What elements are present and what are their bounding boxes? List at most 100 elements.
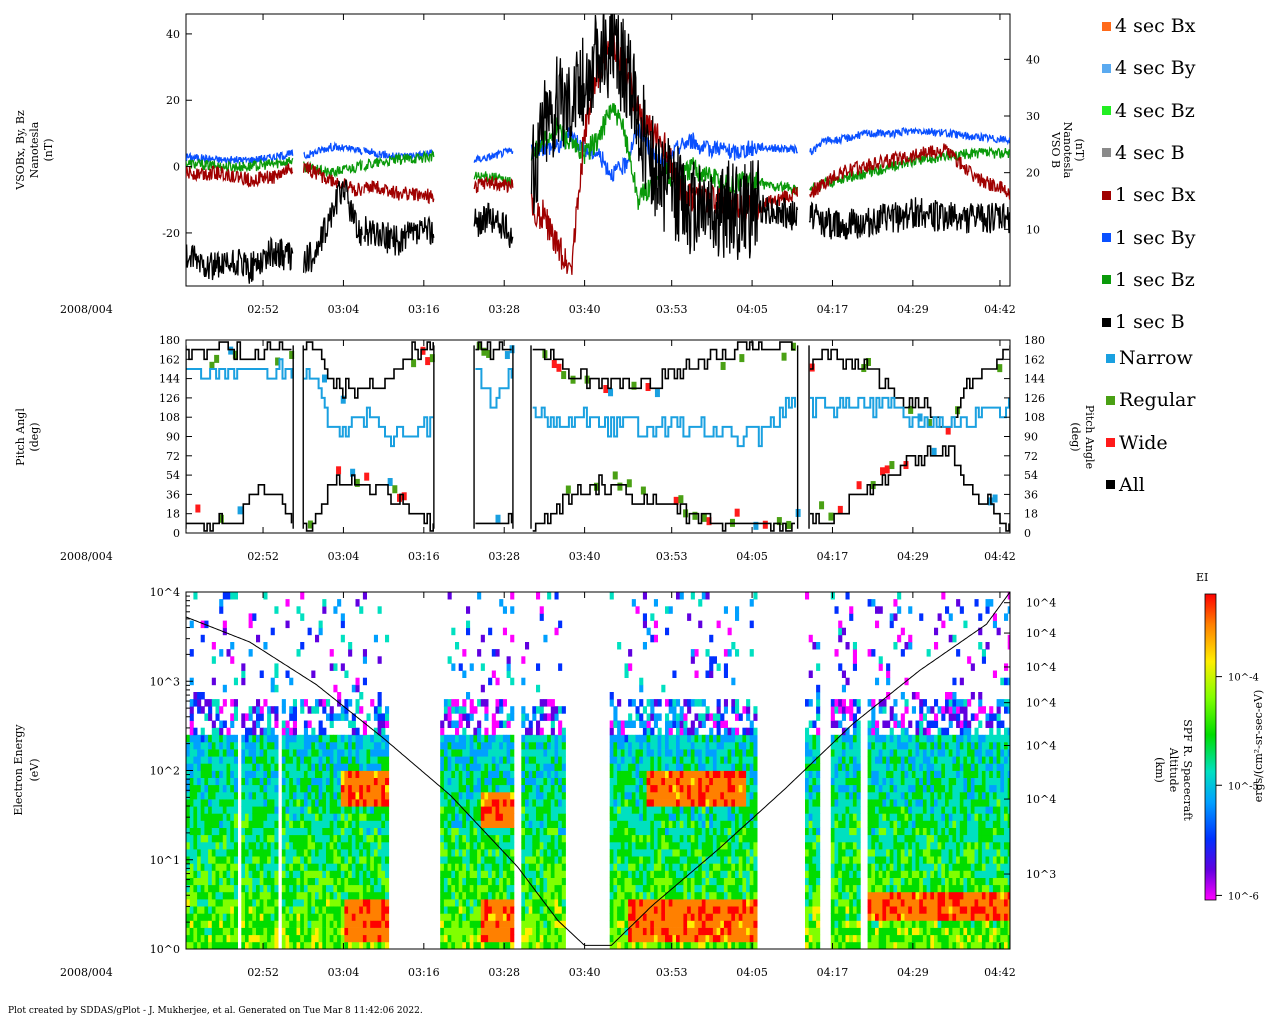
spectrogram-cell <box>852 649 857 657</box>
spectrogram-cell <box>867 891 872 900</box>
spectrogram-cell <box>698 870 703 878</box>
spectrogram-cell <box>208 763 213 771</box>
spectrogram-cell <box>348 642 353 650</box>
spectrogram-cell <box>849 699 854 707</box>
spectrogram-cell <box>532 856 537 864</box>
spectrogram-cell <box>528 749 533 757</box>
spectrogram-cell <box>502 749 507 757</box>
spectrogram-cell <box>735 856 740 864</box>
spectrogram-cell <box>480 806 485 814</box>
spectrogram-cell <box>491 770 496 778</box>
spectrogram-cell <box>657 741 662 750</box>
spectrogram-cell <box>204 620 209 629</box>
spectrogram-cell <box>521 734 526 743</box>
spectrogram-cell <box>458 849 463 857</box>
spectrogram-cell <box>613 856 618 864</box>
spectrogram-cell <box>241 920 246 928</box>
spectrogram-cell <box>830 734 835 743</box>
spectrogram-cell <box>381 813 386 821</box>
spectrogram-cell <box>613 734 618 743</box>
spectrogram-cell <box>558 734 563 743</box>
spectrogram-cell <box>484 906 489 914</box>
spectrogram-cell <box>735 877 740 886</box>
spectrogram-cell <box>348 806 353 814</box>
spectrogram-cell <box>735 791 740 800</box>
spectrogram-cell <box>222 756 227 764</box>
spectrogram-cell <box>812 891 817 900</box>
spectrogram-cell <box>340 941 345 949</box>
spectrogram-cell <box>701 741 706 750</box>
spectrogram-cell <box>532 877 537 886</box>
spectrogram-cell <box>816 791 821 800</box>
spectrogram-cell <box>712 777 717 786</box>
spectrogram-cell <box>499 799 504 807</box>
spectrogram-cell <box>661 913 666 921</box>
spectrogram-cell <box>705 770 710 778</box>
spectrogram-cell <box>672 706 677 714</box>
spectrogram-cell <box>646 849 651 857</box>
spectrogram-cell <box>362 884 367 893</box>
spectrogram-cell <box>723 663 728 671</box>
spectrogram-cell <box>617 756 622 764</box>
spectrogram-cell <box>270 899 275 907</box>
spectrogram-cell <box>274 934 279 943</box>
spectrogram-cell <box>653 713 658 721</box>
spectrogram-cell <box>550 699 555 707</box>
spectrogram-cell <box>495 820 500 828</box>
spectrogram-cell <box>609 749 614 757</box>
spectrogram-cell <box>252 849 257 857</box>
spectrogram-cell <box>462 913 467 921</box>
spectrogram-cell <box>385 913 390 921</box>
spectrogram-cell <box>377 741 382 750</box>
spectrogram-cell <box>661 749 666 757</box>
spectrogram-cell <box>466 913 471 921</box>
spectrogram-cell <box>351 756 356 764</box>
spectrogram-cell <box>856 856 861 864</box>
spectrogram-cell <box>211 763 216 771</box>
spectrogram-cell <box>447 856 452 864</box>
spectrogram-cell <box>211 856 216 864</box>
spectrogram-cell <box>440 891 445 900</box>
spectrogram-cell <box>694 834 699 843</box>
spectrogram-cell <box>447 834 452 843</box>
spectrogram-cell <box>808 849 813 857</box>
spectrogram-cell <box>466 834 471 843</box>
spectrogram-cell <box>816 856 821 864</box>
spectrogram-cell <box>315 756 320 764</box>
spectrogram-cell <box>720 863 725 871</box>
spectrogram-cell <box>805 777 810 786</box>
spectrogram-cell <box>329 649 334 657</box>
spectrogram-cell <box>543 920 548 928</box>
spectrogram-cell <box>385 806 390 814</box>
spectrogram-cell <box>348 813 353 821</box>
spectrogram-cell <box>712 749 717 757</box>
spectrogram-cell <box>650 756 655 764</box>
spectrogram-cell <box>226 727 231 736</box>
spectrogram-cell <box>300 699 305 707</box>
spectrogram-cell <box>536 720 541 728</box>
spectrogram-cell <box>723 941 728 949</box>
spectrogram-cell <box>849 770 854 778</box>
spectrogram-cell <box>270 927 275 936</box>
spectrogram-cell <box>749 834 754 843</box>
spectrogram-cell <box>536 763 541 771</box>
spectrogram-cell <box>841 834 846 843</box>
spectrogram-cell <box>867 849 872 857</box>
spectrogram-cell <box>355 706 360 714</box>
spectrogram-cell <box>808 884 813 893</box>
spectrogram-cell <box>219 720 224 728</box>
spectrogram-cell <box>211 806 216 814</box>
spectrogram-cell <box>617 784 622 793</box>
spectrogram-cell <box>458 706 463 714</box>
spectrogram-cell <box>753 834 758 843</box>
spectrogram-cell <box>849 863 854 871</box>
spectrogram-cell <box>808 799 813 807</box>
spectrogram-cell <box>543 770 548 778</box>
mag-ylabel-left-3: (nT) <box>42 138 55 161</box>
spectrogram-cell <box>705 870 710 878</box>
spectrogram-cell <box>200 906 205 914</box>
spectrogram-cell <box>642 620 647 629</box>
spectrogram-cell <box>705 913 710 921</box>
spectrogram-cell <box>631 806 636 814</box>
spectrogram-cell <box>480 663 485 671</box>
